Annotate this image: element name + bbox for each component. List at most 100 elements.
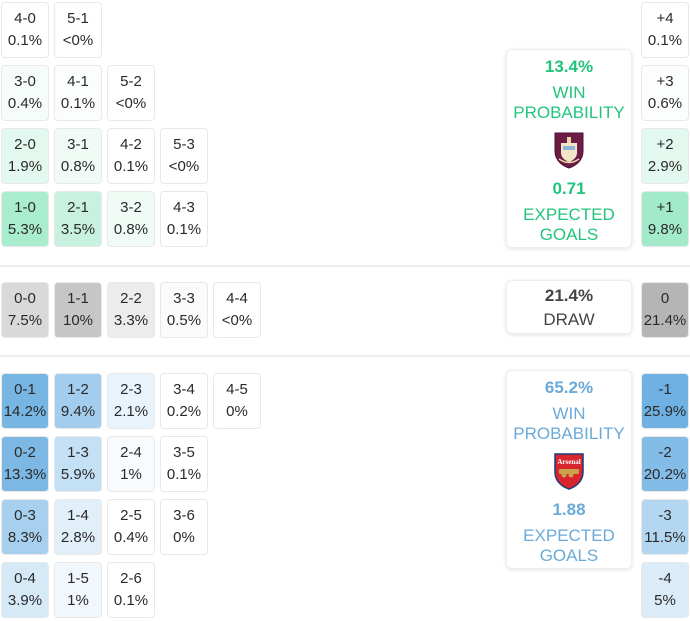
score-cell[interactable]: 3-3 0.5% <box>160 282 208 338</box>
margin-label: +3 <box>656 73 674 90</box>
margin-cell[interactable]: -3 11.5% <box>641 499 689 555</box>
margin-cell[interactable]: -1 25.9% <box>641 373 689 429</box>
score-cell[interactable]: 2-3 2.1% <box>107 373 155 429</box>
score-label: 0-2 <box>14 444 36 461</box>
score-cell[interactable]: 2-0 1.9% <box>1 128 49 184</box>
score-label: 4-1 <box>67 73 89 90</box>
score-label: 4-2 <box>120 136 142 153</box>
score-probability: <0% <box>221 312 253 329</box>
score-label: 0-1 <box>14 381 36 398</box>
score-cell[interactable]: 0-2 13.3% <box>1 436 49 492</box>
score-cell[interactable]: 2-6 0.1% <box>107 562 155 618</box>
score-label: 3-4 <box>173 381 195 398</box>
score-label: 3-1 <box>67 136 89 153</box>
score-label: 5-3 <box>173 136 195 153</box>
score-probability: 9.4% <box>60 403 96 420</box>
score-cell[interactable]: 1-4 2.8% <box>54 499 102 555</box>
home-win-label: WIN PROBABILITY <box>513 83 624 123</box>
margin-label: 0 <box>660 290 670 307</box>
margin-label: -4 <box>658 570 672 587</box>
score-probability: 5.3% <box>7 221 43 238</box>
score-cell[interactable]: 4-2 0.1% <box>107 128 155 184</box>
score-label: 1-3 <box>67 444 89 461</box>
score-cell[interactable]: 0-4 3.9% <box>1 562 49 618</box>
margin-cell[interactable]: -2 20.2% <box>641 436 689 492</box>
margin-probability: 21.4% <box>643 312 687 329</box>
score-probability: 0.4% <box>113 529 149 546</box>
margin-cell[interactable]: 0 21.4% <box>641 282 689 338</box>
xg-label-line2: GOALS <box>539 225 599 244</box>
score-cell[interactable]: 4-1 0.1% <box>54 65 102 121</box>
score-probability: 3.9% <box>7 592 43 609</box>
score-cell[interactable]: 5-1 <0% <box>54 2 102 58</box>
score-cell[interactable]: 5-3 <0% <box>160 128 208 184</box>
score-cell[interactable]: 0-1 14.2% <box>1 373 49 429</box>
score-label: 3-3 <box>173 290 195 307</box>
margin-probability: 9.8% <box>647 221 683 238</box>
score-label: 2-3 <box>120 381 142 398</box>
score-label: 2-1 <box>67 199 89 216</box>
score-cell[interactable]: 0-0 7.5% <box>1 282 49 338</box>
score-probability: 1.9% <box>7 158 43 175</box>
score-cell[interactable]: 2-5 0.4% <box>107 499 155 555</box>
score-cell[interactable]: 1-1 10% <box>54 282 102 338</box>
score-probability: <0% <box>115 95 147 112</box>
away-win-label: WIN PROBABILITY <box>513 404 624 444</box>
score-cell[interactable]: 3-2 0.8% <box>107 191 155 247</box>
score-cell[interactable]: 2-4 1% <box>107 436 155 492</box>
score-cell[interactable]: 2-1 3.5% <box>54 191 102 247</box>
arsenal-crest-icon: Arsenal <box>554 453 584 490</box>
score-cell[interactable]: 4-0 0.1% <box>1 2 49 58</box>
score-probability: 0.1% <box>166 466 202 483</box>
score-cell[interactable]: 2-2 3.3% <box>107 282 155 338</box>
score-label: 0-3 <box>14 507 36 524</box>
score-cell[interactable]: 3-0 0.4% <box>1 65 49 121</box>
score-cell[interactable]: 5-2 <0% <box>107 65 155 121</box>
score-probability: 1% <box>120 466 142 483</box>
margin-cell[interactable]: +3 0.6% <box>641 65 689 121</box>
score-probability: 0% <box>226 403 248 420</box>
margin-label: +1 <box>656 199 674 216</box>
score-label: 3-6 <box>173 507 195 524</box>
score-label: 2-4 <box>120 444 142 461</box>
score-cell[interactable]: 3-6 0% <box>160 499 208 555</box>
score-label: 1-4 <box>67 507 89 524</box>
xg-label-line1: EXPECTED <box>523 526 615 545</box>
score-cell[interactable]: 4-4 <0% <box>213 282 261 338</box>
win-label-line1: WIN <box>552 404 586 423</box>
home-summary-card: 13.4% WIN PROBABILITY 0.71 EXPECTED GOAL… <box>506 49 632 248</box>
score-probability: <0% <box>168 158 200 175</box>
score-cell[interactable]: 3-4 0.2% <box>160 373 208 429</box>
score-cell[interactable]: 4-3 0.1% <box>160 191 208 247</box>
margin-cell[interactable]: +1 9.8% <box>641 191 689 247</box>
score-label: 3-5 <box>173 444 195 461</box>
score-cell[interactable]: 1-3 5.9% <box>54 436 102 492</box>
score-cell[interactable]: 1-0 5.3% <box>1 191 49 247</box>
score-cell[interactable]: 4-5 0% <box>213 373 261 429</box>
home-expected-goals: 0.71 <box>552 179 586 198</box>
score-label: 2-6 <box>120 570 142 587</box>
score-label: 0-0 <box>14 290 36 307</box>
score-cell[interactable]: 1-2 9.4% <box>54 373 102 429</box>
margin-label: -3 <box>658 507 672 524</box>
score-probability: 0.8% <box>113 221 149 238</box>
score-cell[interactable]: 3-5 0.1% <box>160 436 208 492</box>
score-cell[interactable]: 3-1 0.8% <box>54 128 102 184</box>
margin-cell[interactable]: +4 0.1% <box>641 2 689 58</box>
score-label: 4-4 <box>226 290 248 307</box>
margin-probability: 0.1% <box>647 32 683 49</box>
score-cell[interactable]: 1-5 1% <box>54 562 102 618</box>
draw-label: DRAW <box>543 310 595 329</box>
svg-text:Arsenal: Arsenal <box>557 458 580 466</box>
score-cell[interactable]: 0-3 8.3% <box>1 499 49 555</box>
away-summary-card: 65.2% WIN PROBABILITY Arsenal 1.88 EXPEC… <box>506 370 632 569</box>
win-label-line1: WIN <box>552 83 586 102</box>
section-divider <box>0 265 690 267</box>
margin-probability: 5% <box>654 592 676 609</box>
away-expected-goals: 1.88 <box>552 500 586 519</box>
margin-cell[interactable]: +2 2.9% <box>641 128 689 184</box>
margin-cell[interactable]: -4 5% <box>641 562 689 618</box>
margin-label: +2 <box>656 136 674 153</box>
home-win-probability: 13.4% <box>544 57 594 76</box>
score-label: 5-2 <box>120 73 142 90</box>
